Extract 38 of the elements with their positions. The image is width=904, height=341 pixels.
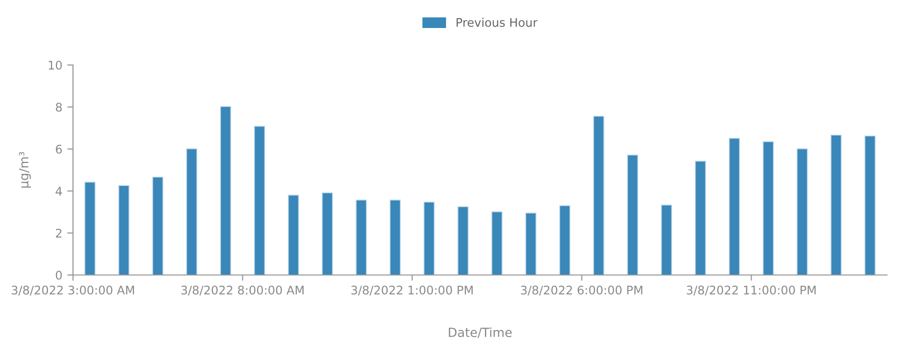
bar	[220, 106, 232, 275]
bar	[728, 138, 740, 275]
y-tick-label: 2	[56, 228, 62, 238]
y-tick-label: 0	[56, 270, 62, 280]
bar	[491, 211, 502, 275]
x-tick-label: 3/8/2022 3:00:00 AM	[12, 286, 134, 296]
x-axis-title: Date/Time	[448, 327, 512, 338]
bar	[186, 148, 198, 275]
legend-label: Previous Hour	[456, 18, 538, 27]
bar	[593, 116, 604, 275]
y-tick-label: 8	[56, 102, 62, 112]
bar	[830, 134, 842, 275]
x-tick-label: 3/8/2022 11:00:00 PM	[686, 286, 816, 296]
bar	[288, 194, 299, 275]
bar	[458, 206, 469, 275]
bar	[796, 148, 808, 275]
bar	[84, 182, 96, 275]
bar	[559, 205, 570, 275]
bar	[118, 185, 130, 275]
y-tick-label: 10	[48, 60, 62, 70]
x-tick-label: 3/8/2022 1:00:00 PM	[351, 286, 473, 296]
bar	[627, 154, 638, 275]
bar	[390, 200, 401, 275]
y-axis-title: µg/m³	[19, 152, 31, 188]
y-tick-label: 4	[56, 186, 62, 196]
bar	[762, 141, 774, 275]
bar	[864, 136, 876, 275]
x-tick-label: 3/8/2022 8:00:00 AM	[181, 286, 304, 296]
bar	[152, 176, 164, 275]
x-tick-label: 3/8/2022 6:00:00 PM	[520, 286, 642, 296]
bar	[694, 160, 706, 275]
y-tick-label: 6	[56, 144, 62, 154]
bar	[322, 192, 333, 275]
bar	[356, 200, 367, 275]
bar	[424, 202, 435, 275]
bar	[661, 204, 672, 275]
bar	[525, 212, 536, 275]
bar	[254, 126, 266, 275]
